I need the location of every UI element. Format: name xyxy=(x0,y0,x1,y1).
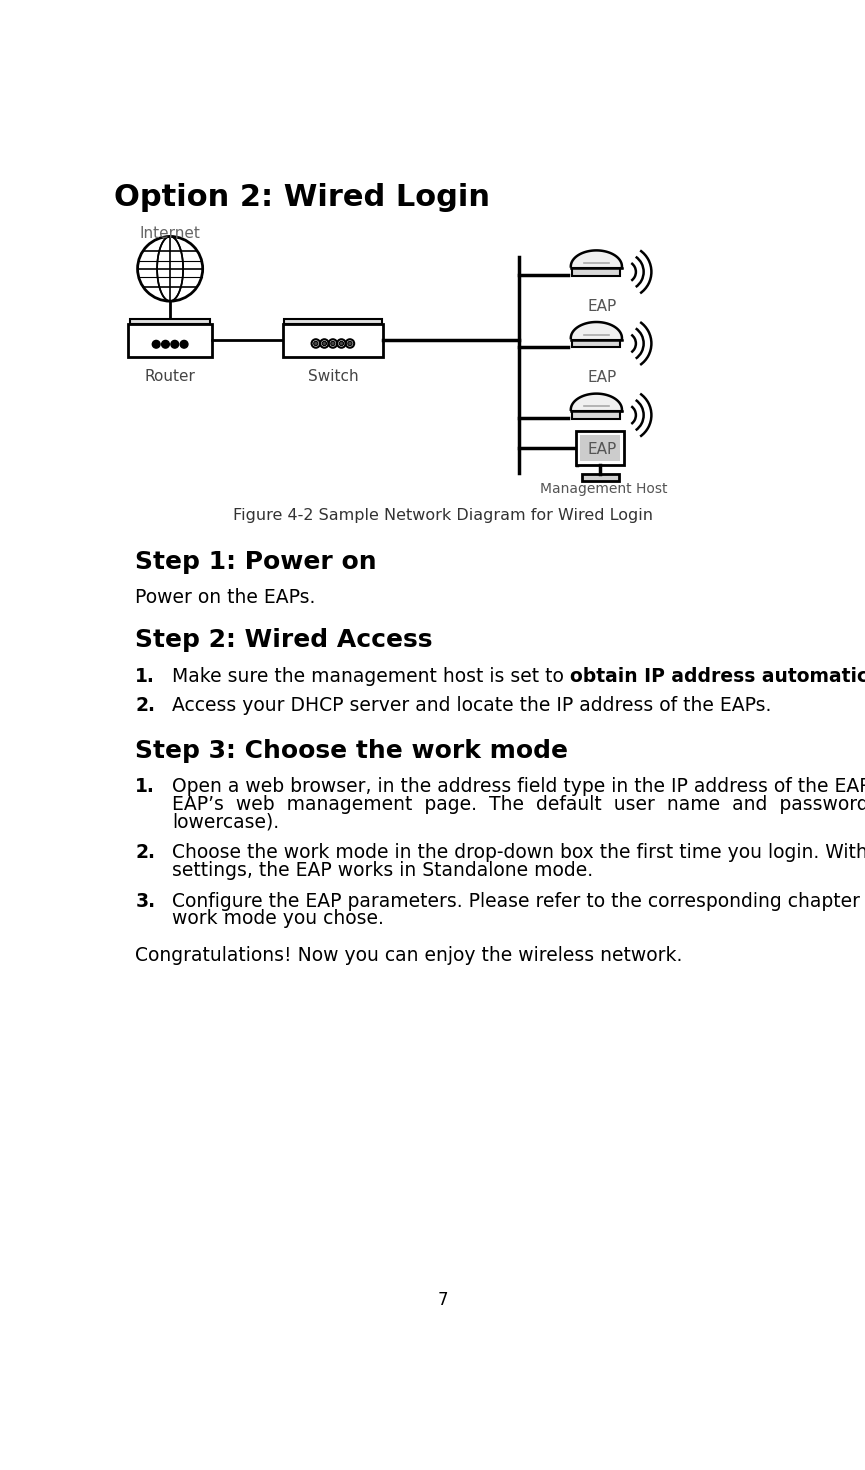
Text: Step 1: Power on: Step 1: Power on xyxy=(135,550,377,573)
Text: Configure the EAP parameters. Please refer to the corresponding chapter accordin: Configure the EAP parameters. Please ref… xyxy=(172,892,865,911)
Text: Option 2: Wired Login: Option 2: Wired Login xyxy=(114,182,490,212)
Polygon shape xyxy=(571,322,622,340)
Text: Power on the EAPs.: Power on the EAPs. xyxy=(135,588,316,607)
Text: Open a web browser, in the address field type in the IP address of the EAP to ac: Open a web browser, in the address field… xyxy=(172,778,865,795)
Text: EAP’s  web  management  page.  The  default  user  name  and  password  are: EAP’s web management page. The default u… xyxy=(172,795,865,814)
Text: settings, the EAP works in Standalone mode.: settings, the EAP works in Standalone mo… xyxy=(172,861,593,881)
FancyBboxPatch shape xyxy=(130,319,210,325)
Text: Router: Router xyxy=(144,369,195,384)
Circle shape xyxy=(322,341,326,345)
Text: 2.: 2. xyxy=(135,844,155,863)
Text: Step 2: Wired Access: Step 2: Wired Access xyxy=(135,628,432,653)
Circle shape xyxy=(339,341,343,345)
Circle shape xyxy=(348,341,352,345)
Circle shape xyxy=(152,341,160,348)
Text: 2.: 2. xyxy=(135,697,155,714)
Text: Step 3: Choose the work mode: Step 3: Choose the work mode xyxy=(135,738,568,763)
Circle shape xyxy=(162,341,170,348)
FancyBboxPatch shape xyxy=(581,475,618,481)
FancyBboxPatch shape xyxy=(128,325,212,357)
Text: Internet: Internet xyxy=(139,226,201,241)
Circle shape xyxy=(171,341,179,348)
FancyBboxPatch shape xyxy=(573,268,620,276)
FancyBboxPatch shape xyxy=(284,319,381,325)
FancyBboxPatch shape xyxy=(580,435,620,462)
Text: EAP: EAP xyxy=(588,370,618,385)
Circle shape xyxy=(138,237,202,301)
Text: Management Host: Management Host xyxy=(541,482,668,495)
Text: obtain IP address automatically: obtain IP address automatically xyxy=(570,667,865,686)
Text: EAP: EAP xyxy=(588,298,618,313)
Polygon shape xyxy=(571,394,622,412)
Text: Congratulations! Now you can enjoy the wireless network.: Congratulations! Now you can enjoy the w… xyxy=(135,947,682,966)
Text: Choose the work mode in the drop-down box the first time you login. With factory: Choose the work mode in the drop-down bo… xyxy=(172,844,865,863)
FancyBboxPatch shape xyxy=(573,340,620,347)
Text: 3.: 3. xyxy=(135,892,156,911)
FancyBboxPatch shape xyxy=(576,431,625,465)
Polygon shape xyxy=(571,250,622,268)
Text: 1.: 1. xyxy=(135,778,155,795)
Text: 7: 7 xyxy=(438,1291,448,1310)
Circle shape xyxy=(180,341,188,348)
Text: lowercase).: lowercase). xyxy=(172,813,279,832)
Circle shape xyxy=(314,341,318,345)
Circle shape xyxy=(330,341,335,345)
Text: Make sure the management host is set to: Make sure the management host is set to xyxy=(172,667,570,686)
Text: Access your DHCP server and locate the IP address of the EAPs.: Access your DHCP server and locate the I… xyxy=(172,697,772,714)
FancyBboxPatch shape xyxy=(283,325,383,357)
Text: 1.: 1. xyxy=(135,667,155,686)
Text: Figure 4-2 Sample Network Diagram for Wired Login: Figure 4-2 Sample Network Diagram for Wi… xyxy=(233,507,653,522)
Text: work mode you chose.: work mode you chose. xyxy=(172,910,384,929)
FancyBboxPatch shape xyxy=(573,412,620,419)
Text: Switch: Switch xyxy=(308,369,358,384)
Text: EAP: EAP xyxy=(588,442,618,457)
